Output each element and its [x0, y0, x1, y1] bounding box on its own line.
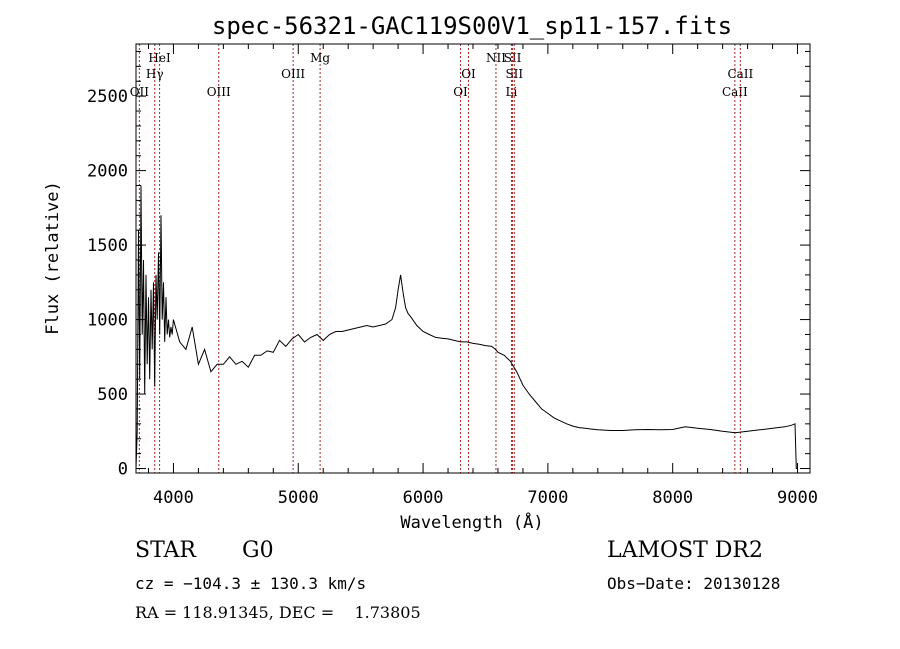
y-axis-ticks: 0 500 1000 1500 2000 2500	[87, 50, 810, 480]
spectrum-chart: spec-56321-GAC119S00V1_sp11-157.fits OII…	[43, 12, 818, 533]
redshift-readout: cz = −104.3 ± 130.3 km/s	[135, 574, 367, 593]
object-subclass: G0	[242, 538, 274, 563]
observation-date: Obs−Date: 20130128	[607, 574, 781, 593]
line-marker-label: SII	[505, 67, 523, 81]
y-tick-label: 500	[97, 385, 128, 405]
line-marker-label: NII	[486, 51, 506, 65]
plot-frame	[135, 43, 811, 474]
line-marker-label: CaII	[727, 67, 753, 81]
line-marker-label: OIII	[207, 85, 231, 99]
line-marker-label: Li	[506, 85, 518, 99]
x-axis-label: Wavelength (Å)	[400, 511, 543, 533]
y-tick-label: 1000	[87, 311, 128, 331]
x-tick-label: 9000	[777, 488, 818, 508]
x-tick-label: 8000	[652, 488, 693, 508]
y-tick-label: 2500	[87, 87, 128, 107]
x-tick-label: 4000	[153, 488, 194, 508]
spectrum-line	[135, 185, 798, 469]
x-tick-label: 5000	[278, 488, 319, 508]
chart-title: spec-56321-GAC119S00V1_sp11-157.fits	[212, 12, 732, 40]
y-axis-label: Flux (relative)	[43, 181, 63, 335]
line-marker-label: HeI	[148, 51, 171, 65]
line-marker-label: OI	[461, 67, 476, 81]
object-class: STAR	[135, 538, 196, 563]
y-tick-label: 1500	[87, 236, 128, 256]
line-marker-label: OI	[453, 85, 468, 99]
x-tick-label: 7000	[527, 488, 568, 508]
coordinates-readout: RA = 118.91345, DEC = 1.73805	[135, 603, 421, 622]
line-marker-label: OII	[130, 85, 150, 99]
line-marker-label: Mg	[310, 51, 330, 65]
y-tick-label: 2000	[87, 162, 128, 182]
line-marker-label: CaII	[722, 85, 748, 99]
y-tick-label: 0	[118, 460, 128, 480]
x-axis-ticks: 4000 5000 6000 7000 8000 9000	[147, 44, 818, 508]
x-tick-label: 6000	[403, 488, 444, 508]
line-marker-label: Hγ	[146, 67, 164, 81]
line-marker-label: OIII	[281, 67, 305, 81]
line-marker-label: SII	[504, 51, 522, 65]
survey-name: LAMOST DR2	[607, 538, 763, 563]
